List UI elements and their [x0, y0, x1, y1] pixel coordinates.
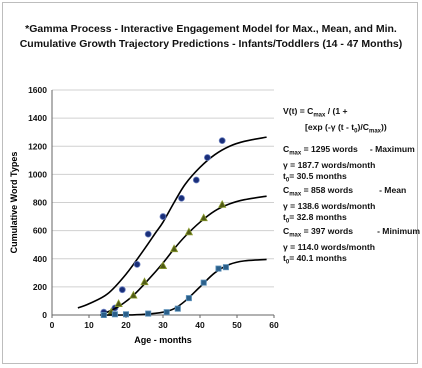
minimum-point [174, 305, 181, 312]
c-sub: max [289, 232, 302, 239]
mean-t0-value: = 32.8 months [289, 211, 347, 222]
chart-title-line2: Cumulative Growth Trajectory Predictions… [19, 38, 403, 50]
minimum-curve [100, 258, 267, 316]
t-symbol: t [283, 252, 286, 263]
mean-curve [103, 195, 267, 315]
y-tick-label: 800 [33, 198, 47, 208]
min-t0-value: = 40.1 months [289, 252, 347, 263]
mean-point [218, 199, 227, 208]
t-sub: 0 [285, 259, 290, 266]
mean-t0-line: t0= 32.8 months [283, 212, 406, 228]
mean-point [158, 261, 168, 269]
y-tick-label: 1200 [28, 141, 47, 151]
formula-sub: max [313, 112, 326, 119]
max-label: - Maximum [369, 144, 415, 154]
c-symbol: C [283, 226, 290, 236]
mean-c-value: = 858 words [301, 185, 354, 195]
c-symbol: C [283, 185, 290, 195]
max-t0-line: t0= 30.5 months [283, 171, 415, 187]
maximum-point [192, 176, 200, 184]
min-c-line: Cmax = 397 words - Minimum [283, 226, 420, 242]
maximum-curve [77, 136, 267, 309]
maximum-point [144, 230, 152, 238]
y-tick-label: 0 [42, 310, 47, 320]
minimum-point [215, 265, 222, 272]
mean-point [140, 277, 149, 286]
maximum-point [218, 137, 226, 145]
formula-part: )/C [357, 121, 369, 132]
mean-label: - Mean [379, 185, 407, 195]
min-t0-line: t0= 40.1 months [283, 253, 420, 269]
y-tick-label: 600 [33, 226, 47, 236]
x-tick-label: 30 [158, 320, 168, 330]
x-tick-label: 40 [195, 320, 205, 330]
minimum-point [200, 279, 207, 286]
mean-point [199, 213, 208, 222]
minimum-point [111, 311, 118, 318]
x-tick-label: 10 [84, 320, 94, 330]
minimum-point [222, 264, 229, 271]
minimum-point [123, 311, 130, 318]
min-gamma: γ = 114.0 words/month [283, 241, 375, 252]
y-tick-label: 1600 [28, 85, 47, 95]
c-symbol: C [283, 144, 290, 154]
formula-line2: [exp (-γ (t - t0)/Cmax)) [283, 122, 387, 138]
mean-point [169, 244, 179, 253]
formula-part: V(t) = C [283, 106, 314, 116]
max-c-value: = 1295 words [301, 144, 358, 154]
maximum-point [133, 260, 141, 268]
c-sub: max [289, 191, 302, 198]
max-c-line: Cmax = 1295 words - Maximum [283, 144, 415, 160]
mean-c-line: Cmax = 858 words - Mean [283, 185, 406, 201]
minimum-point [185, 295, 192, 302]
t-sub: 0 [285, 218, 290, 225]
y-tick-label: 1000 [28, 169, 47, 179]
mean-gamma: γ = 138.6 words/month [283, 200, 376, 211]
formula-part: / (1 + [325, 106, 348, 116]
mean-point [184, 227, 194, 236]
minimum-point [100, 311, 107, 318]
y-axis-label: Cumulative Word Types [9, 152, 19, 254]
y-tick-label: 200 [33, 282, 47, 292]
minimum-point [163, 309, 170, 316]
maximum-point [203, 154, 211, 161]
t-symbol: t [283, 170, 286, 181]
formula-part: [exp (-γ (t - t [305, 121, 355, 132]
x-tick-label: 50 [232, 320, 242, 330]
t-sub: 0 [285, 177, 290, 184]
mean-point [114, 299, 123, 307]
max-gamma: γ = 187.7 words/month [283, 159, 376, 170]
maximum-point [178, 194, 185, 202]
max-params: Cmax = 1295 words - Maximum γ = 187.7 wor… [283, 144, 415, 186]
formula-annotation: V(t) = Cmax / (1 + [exp (-γ (t - t0)/Cma… [283, 106, 387, 137]
chart-frame [2, 2, 418, 364]
mean-point [129, 290, 138, 299]
formula-part: )) [381, 121, 387, 132]
mean-params: Cmax = 858 words - Mean γ = 138.6 words/m… [283, 185, 406, 227]
formula-sub: 0 [354, 128, 358, 135]
formula-line1: V(t) = Cmax / (1 + [283, 106, 387, 122]
min-label: - Minimum [377, 226, 421, 236]
y-tick-label: 1400 [28, 113, 47, 123]
maximum-point [159, 213, 167, 220]
chart-title-line1: *Gamma Process - Interactive Engagement … [25, 23, 397, 35]
t-symbol: t [283, 211, 286, 222]
maximum-point [118, 286, 126, 294]
minimum-point [145, 310, 152, 317]
max-t0-value: = 30.5 months [289, 170, 347, 181]
chart-title: *Gamma Process - Interactive Engagement … [0, 22, 422, 52]
min-c-value: = 397 words [301, 226, 354, 236]
x-axis-label: Age - months [134, 335, 192, 345]
x-tick-label: 20 [121, 320, 131, 330]
min-params: Cmax = 397 words - Minimum γ = 114.0 word… [283, 226, 420, 268]
x-tick-label: 0 [50, 320, 55, 330]
x-tick-label: 60 [269, 320, 279, 330]
c-sub: max [289, 150, 302, 157]
formula-sub: max [368, 128, 381, 135]
y-tick-label: 400 [33, 254, 47, 264]
